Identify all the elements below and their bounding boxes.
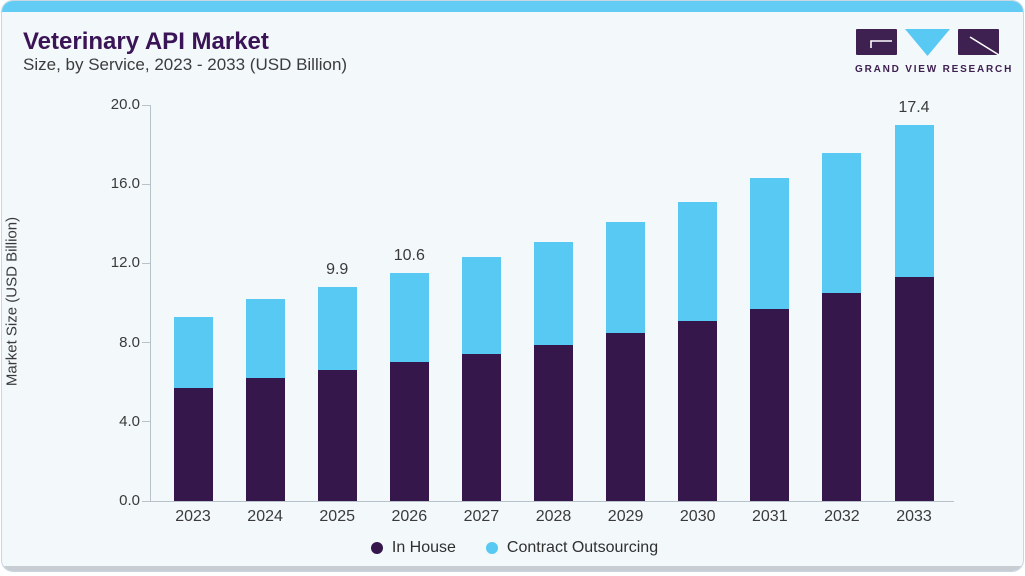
bar-segment-in-house-2032 [822, 293, 862, 501]
bar-segment-contract-outsourcing-2026 [389, 273, 429, 363]
bar-segment-contract-outsourcing-2023 [173, 316, 213, 389]
legend-item-contract-outsourcing: Contract Outsourcing [485, 539, 659, 557]
bar-segment-in-house-2030 [678, 320, 718, 501]
bar-segment-contract-outsourcing-2027 [461, 257, 501, 355]
y-tick-mark [142, 421, 150, 423]
y-tick-mark [142, 262, 150, 264]
page-subtitle: Size, by Service, 2023 - 2033 (USD Billi… [23, 55, 348, 74]
bar-segment-contract-outsourcing-2029 [606, 221, 646, 333]
legend-swatch-icon [370, 542, 383, 554]
y-tick-label: 4.0 [119, 412, 140, 430]
bar-segment-contract-outsourcing-2024 [245, 299, 285, 379]
x-tick-label-2025: 2025 [319, 508, 355, 525]
y-tick-mark [142, 500, 150, 502]
bar-segment-contract-outsourcing-2033 [894, 124, 934, 278]
legend-swatch-icon [485, 542, 498, 554]
x-tick-label-2027: 2027 [463, 508, 500, 525]
brand-name: GRAND VIEW RESEARCH [855, 64, 1014, 75]
x-tick-label-2032: 2032 [824, 508, 860, 525]
x-tick-label-2024: 2024 [247, 508, 283, 525]
bar-segment-contract-outsourcing-2032 [822, 152, 862, 294]
y-tick-mark [142, 104, 150, 106]
bar-segment-in-house-2029 [606, 332, 646, 501]
brand-logo: GRAND VIEW RESEARCH [855, 27, 1014, 75]
page-title: Veterinary API Market [23, 28, 269, 55]
x-tick-label-2029: 2029 [607, 508, 644, 525]
y-tick-label: 0.0 [119, 492, 140, 509]
x-tick-label-2031: 2031 [752, 508, 788, 525]
bar-segment-contract-outsourcing-2028 [534, 241, 573, 345]
data-label-2026: 10.6 [393, 247, 425, 265]
x-tick-label-2030: 2030 [679, 508, 716, 525]
x-tick-label-2023: 2023 [175, 508, 211, 525]
x-tick-label-2026: 2026 [391, 508, 428, 525]
y-tick-label: 20.0 [110, 96, 140, 113]
accent-strip [2, 1, 1023, 12]
bar-segment-in-house-2025 [317, 370, 357, 501]
bar-segment-in-house-2027 [461, 354, 501, 501]
y-tick-label: 16.0 [110, 175, 140, 193]
bar-segment-in-house-2028 [534, 344, 573, 501]
y-tick-mark [142, 183, 150, 185]
data-label-2025: 9.9 [326, 261, 349, 279]
gvr-logo-icon [856, 29, 1000, 56]
bar-segment-in-house-2031 [750, 308, 790, 501]
bar-segment-in-house-2026 [389, 362, 429, 501]
x-axis-line [150, 501, 954, 502]
y-axis-title: Market Size (USD Billion) [3, 216, 21, 387]
y-tick-mark [142, 342, 150, 344]
bar-segment-contract-outsourcing-2025 [317, 287, 357, 371]
bar-segment-in-house-2023 [173, 388, 213, 501]
y-axis-line [150, 105, 151, 501]
legend-label: In House [391, 539, 456, 556]
data-label-2033: 17.4 [898, 98, 930, 116]
x-tick-label-2028: 2028 [535, 508, 572, 525]
legend-item-in-house: In House [370, 539, 456, 557]
x-tick-label-2033: 2033 [896, 508, 932, 525]
bar-segment-in-house-2033 [894, 277, 934, 501]
y-tick-label: 12.0 [110, 254, 140, 272]
y-tick-label: 8.0 [119, 333, 140, 351]
card-bottom-shadow [2, 566, 1023, 571]
legend-label: Contract Outsourcing [506, 539, 659, 556]
bar-segment-contract-outsourcing-2030 [678, 202, 718, 321]
bar-segment-in-house-2024 [245, 378, 285, 501]
chart-legend: In House Contract Outsourcing [2, 539, 1023, 557]
bar-segment-contract-outsourcing-2031 [750, 178, 790, 309]
